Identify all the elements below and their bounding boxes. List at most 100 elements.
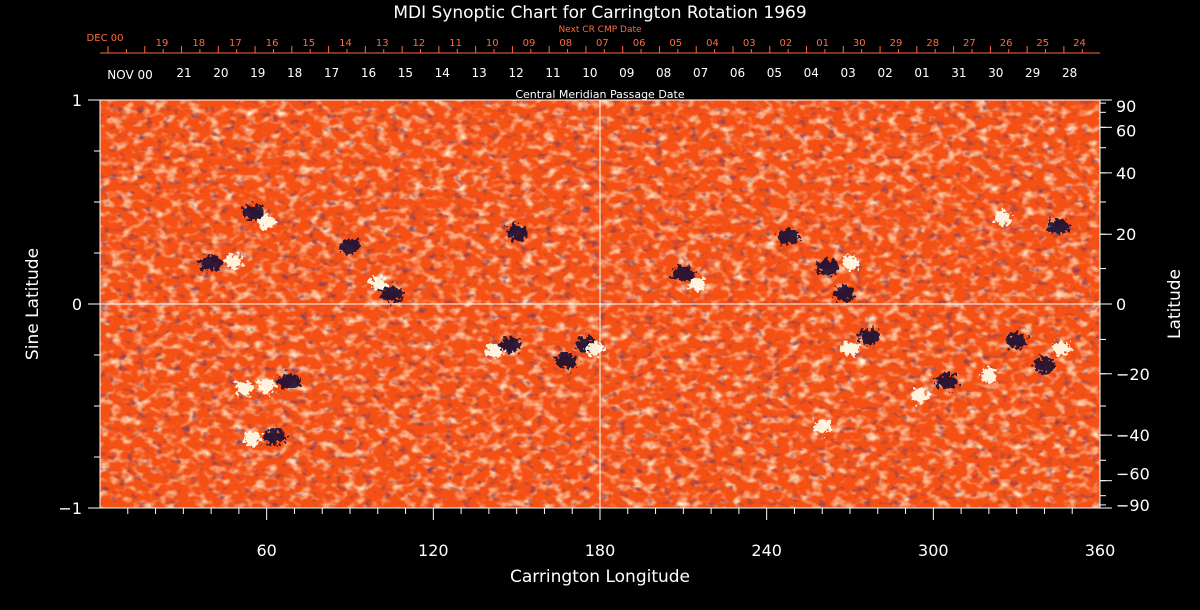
- left-tick-label: 1: [72, 91, 82, 110]
- cmp-date-label: 10: [582, 66, 597, 80]
- next-date-label: 10: [486, 38, 499, 49]
- next-axis-label: Next CR CMP Date: [558, 25, 642, 35]
- cmp-date-label: 12: [508, 66, 523, 80]
- cmp-date-label: 09: [619, 66, 634, 80]
- next-date-label: 19: [156, 38, 169, 49]
- next-date-label: 11: [449, 38, 462, 49]
- next-axis-dates: 19 18 17 16 15 14 13 12 11 10 09 08 07 06 05 04 03 02 01 30…: [107, 38, 1086, 53]
- negative-region: [1047, 218, 1070, 235]
- cmp-date-label: 07: [693, 66, 708, 80]
- cmp-date-label: 30: [988, 66, 1003, 80]
- next-date-label: 29: [890, 38, 903, 49]
- cmp-date-label: 18: [287, 66, 302, 80]
- cmp-date-label: 21: [176, 66, 191, 80]
- cmp-date-label: 11: [545, 66, 560, 80]
- x-tick-label: 360: [1085, 541, 1116, 560]
- left-tick-label: −1: [58, 499, 82, 518]
- next-date-label: 30: [853, 38, 866, 49]
- x-axis-label: Carrington Longitude: [510, 567, 690, 587]
- cmp-date-label: 31: [951, 66, 966, 80]
- right-tick-label: 40: [1116, 164, 1136, 183]
- positive-region: [688, 276, 707, 291]
- right-tick-label: 20: [1116, 225, 1136, 244]
- positive-region: [235, 380, 254, 395]
- next-date-label: 24: [1073, 38, 1086, 49]
- negative-region: [777, 228, 800, 245]
- positive-region: [585, 341, 604, 356]
- right-tick-label: −90: [1116, 496, 1150, 515]
- negative-region: [555, 353, 578, 370]
- cmp-date-label: 20: [213, 66, 228, 80]
- next-date-label: 09: [523, 38, 536, 49]
- cmp-date-label: 02: [877, 66, 892, 80]
- positive-region: [979, 368, 998, 383]
- next-date-label: 16: [266, 38, 279, 49]
- cmp-date-label: 15: [398, 66, 413, 80]
- negative-region: [858, 328, 881, 345]
- negative-region: [1005, 332, 1028, 349]
- next-date-label: 17: [229, 38, 242, 49]
- x-tick-label: 60: [256, 541, 276, 560]
- positive-region: [224, 254, 243, 269]
- next-date-label: 01: [816, 38, 829, 49]
- next-date-label: 06: [633, 38, 646, 49]
- negative-region: [200, 255, 223, 272]
- next-date-label: 26: [1000, 38, 1013, 49]
- cmp-date-axis: NOV 00 21 20 19 18 17 16 15 14 13 12 11 10 09 08 07 06 0…: [107, 66, 1077, 101]
- next-date-label: 03: [743, 38, 756, 49]
- negative-region: [505, 224, 528, 241]
- negative-region: [672, 265, 695, 282]
- next-cmp-axis: Next CR CMP Date DEC 00 19 18 17 16 15 14 13 12…: [87, 25, 1100, 54]
- next-date-label: 28: [926, 38, 939, 49]
- next-date-label: 25: [1036, 38, 1049, 49]
- cmp-date-label: 16: [361, 66, 376, 80]
- cmp-date-label: 17: [324, 66, 339, 80]
- cmp-date-label: 13: [472, 66, 487, 80]
- next-date-label: 08: [559, 38, 572, 49]
- right-tick-label: 0: [1116, 295, 1126, 314]
- positive-region: [910, 388, 929, 403]
- negative-region: [277, 373, 300, 390]
- negative-region: [380, 285, 403, 302]
- cmp-date-label: 14: [435, 66, 450, 80]
- right-y-axis: 90 60 40 20 0 −20 −40 −60 −90: [1100, 97, 1150, 515]
- positive-region: [243, 431, 262, 446]
- x-tick-label: 120: [418, 541, 449, 560]
- next-date-label: 05: [669, 38, 682, 49]
- next-date-label: 14: [339, 38, 352, 49]
- negative-region: [339, 238, 361, 255]
- top-axis-start: NOV 00: [107, 68, 153, 82]
- cmp-date-label: 05: [767, 66, 782, 80]
- cmp-date-label: 01: [914, 66, 929, 80]
- next-axis-start: DEC 00: [87, 33, 124, 44]
- top-axis-dates: 21 20 19 18 17 16 15 14 13 12 11 10 09 08 07 06 05 04 03 02…: [176, 66, 1077, 80]
- cmp-date-label: 06: [730, 66, 745, 80]
- cmp-date-label: 29: [1025, 66, 1040, 80]
- left-axis-label: Sine Latitude: [23, 248, 43, 360]
- right-tick-label: 60: [1116, 121, 1136, 140]
- right-axis-label: Latitude: [1165, 269, 1185, 339]
- positive-region: [841, 341, 859, 356]
- top-axis-label: Central Meridian Passage Date: [515, 88, 684, 101]
- x-tick-label: 240: [751, 541, 782, 560]
- negative-region: [833, 285, 856, 302]
- cmp-date-label: 19: [250, 66, 265, 80]
- next-date-label: 12: [413, 38, 426, 49]
- next-date-label: 18: [192, 38, 205, 49]
- positive-region: [841, 256, 859, 271]
- next-date-label: 07: [596, 38, 609, 49]
- right-tick-label: 90: [1116, 97, 1136, 116]
- right-tick-label: −60: [1116, 465, 1150, 484]
- cmp-date-label: 08: [656, 66, 671, 80]
- negative-region: [500, 336, 523, 353]
- chart-title: MDI Synoptic Chart for Carrington Rotati…: [393, 3, 806, 23]
- next-date-label: 15: [302, 38, 315, 49]
- positive-region: [368, 276, 387, 291]
- next-date-label: 13: [376, 38, 389, 49]
- positive-region: [813, 419, 832, 434]
- x-tick-label: 180: [585, 541, 616, 560]
- right-tick-label: −20: [1116, 365, 1150, 384]
- negative-region: [936, 373, 959, 390]
- negative-region: [264, 428, 286, 445]
